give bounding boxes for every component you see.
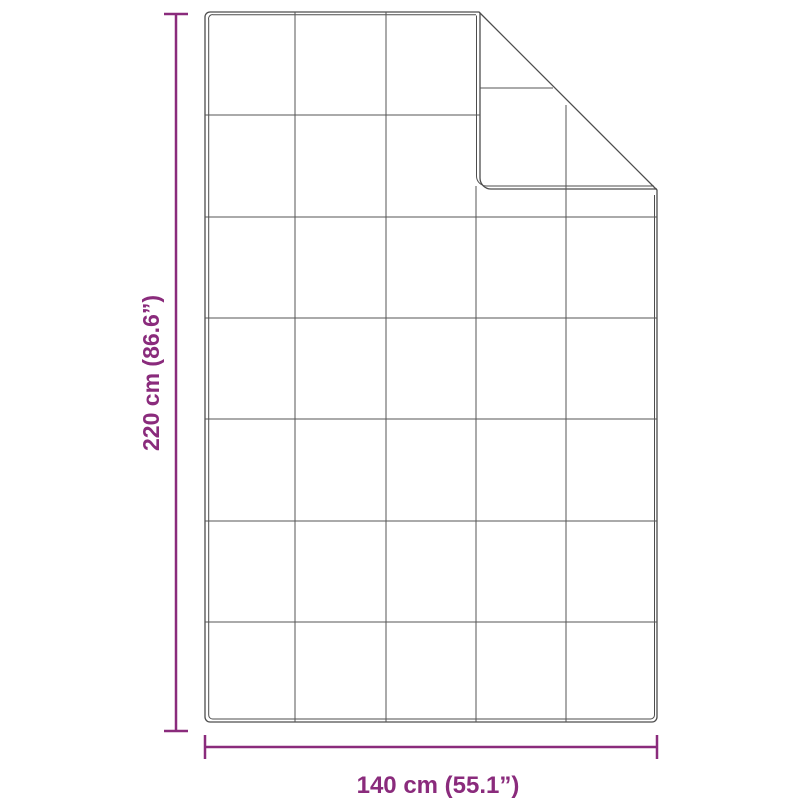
svg-text:140 cm (55.1”): 140 cm (55.1”): [357, 772, 520, 799]
svg-text:220 cm (86.6”): 220 cm (86.6”): [138, 295, 164, 451]
